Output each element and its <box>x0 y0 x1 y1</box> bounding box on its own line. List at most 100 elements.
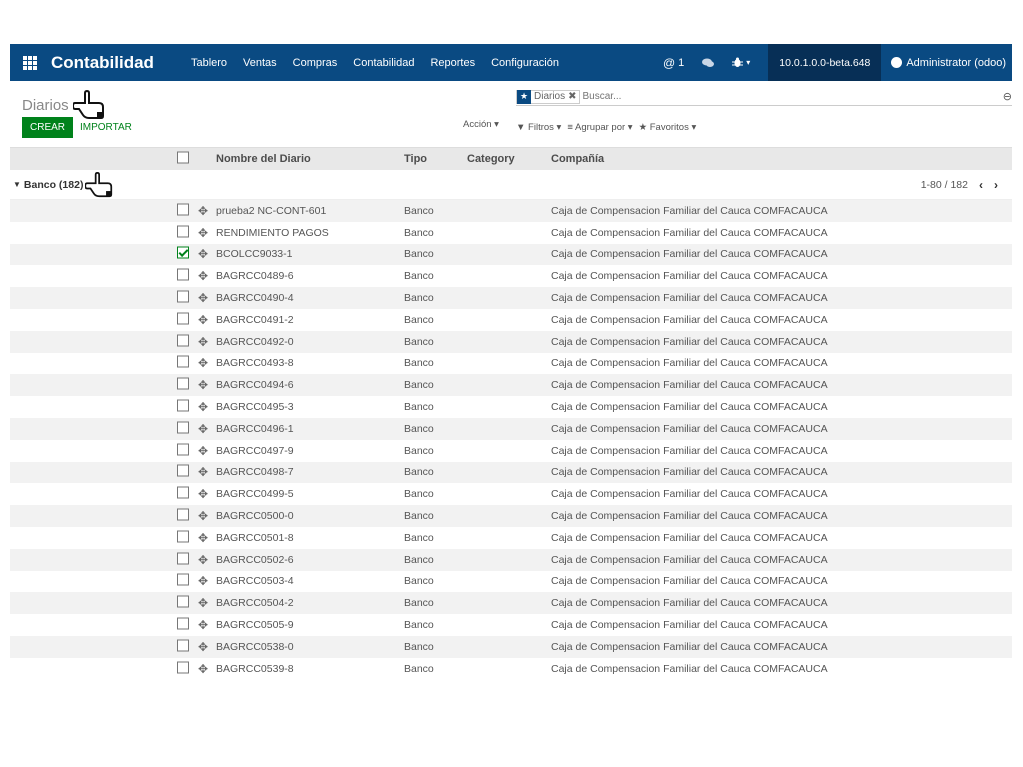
table-row[interactable]: ✥ BAGRCC0494-6 Banco Caja de Compensacion F… <box>10 374 1012 397</box>
column-header-type[interactable]: Tipo <box>404 153 428 165</box>
app-title[interactable]: Contabilidad <box>51 52 154 72</box>
row-checkbox[interactable] <box>177 508 189 524</box>
user-menu[interactable]: Administrator (odoo) <box>881 57 1012 69</box>
row-checkbox[interactable] <box>177 595 189 611</box>
menu-item-ventas[interactable]: Ventas <box>243 56 277 69</box>
favorites-dropdown[interactable]: ★ Favoritos ▾ <box>639 122 697 133</box>
row-checkbox[interactable] <box>177 334 189 349</box>
menu-item-configuracion[interactable]: Configuración <box>491 56 559 69</box>
row-checkbox[interactable] <box>177 421 189 436</box>
table-row[interactable]: ✥ BAGRCC0498-7 Banco Caja de Compensacion F… <box>10 461 1012 484</box>
menu-item-reportes[interactable]: Reportes <box>430 56 476 69</box>
row-checkbox[interactable] <box>177 661 189 676</box>
table-row[interactable]: ✥ BAGRCC0489-6 Banco Caja de Compensacion F… <box>10 265 1012 288</box>
create-button[interactable]: CREAR <box>22 117 74 138</box>
drag-handle-icon[interactable]: ✥ <box>198 530 209 545</box>
debug-button[interactable]: ▾ <box>732 57 750 68</box>
column-header-company[interactable]: Compañía <box>551 153 605 165</box>
drag-handle-icon[interactable]: ✥ <box>198 312 209 327</box>
drag-handle-icon[interactable]: ✥ <box>198 661 209 676</box>
drag-handle-icon[interactable]: ✥ <box>198 421 209 436</box>
close-icon[interactable]: ✖ <box>568 91 577 102</box>
drag-handle-icon[interactable]: ✥ <box>198 356 209 371</box>
journal-name: BAGRCC0493-8 <box>216 357 294 370</box>
drag-handle-icon[interactable]: ✥ <box>198 203 209 218</box>
drag-handle-icon[interactable]: ✥ <box>198 291 209 306</box>
row-checkbox[interactable] <box>177 377 189 393</box>
journal-type: Banco <box>404 379 434 392</box>
drag-handle-icon[interactable]: ✥ <box>198 618 209 633</box>
drag-handle-icon[interactable]: ✥ <box>198 574 209 589</box>
table-row[interactable]: ✥ BAGRCC0538-0 Banco Caja de Compensacion F… <box>10 635 1012 658</box>
row-checkbox[interactable] <box>177 530 189 545</box>
import-button[interactable]: IMPORTAR <box>80 117 132 138</box>
drag-handle-icon[interactable]: ✥ <box>198 552 209 567</box>
table-row[interactable]: ✥ BAGRCC0505-9 Banco Caja de Compensacion F… <box>10 614 1012 636</box>
filter-icon: ▼ <box>516 122 526 133</box>
table-row[interactable]: ✥ BAGRCC0539-8 Banco Caja de Compensacion F… <box>10 657 1012 680</box>
table-row[interactable]: ✥ BAGRCC0502-6 Banco Caja de Compensacion F… <box>10 548 1012 571</box>
menu-item-tablero[interactable]: Tablero <box>190 56 228 69</box>
table-row[interactable]: ✥ BAGRCC0490-4 Banco Caja de Compensacion F… <box>10 287 1012 309</box>
drag-handle-icon[interactable]: ✥ <box>198 247 209 262</box>
drag-handle-icon[interactable]: ✥ <box>198 400 209 415</box>
drag-handle-icon[interactable]: ✥ <box>198 334 209 349</box>
table-row[interactable]: ✥ BAGRCC0492-0 Banco Caja de Compensacion F… <box>10 330 1012 353</box>
drag-handle-icon[interactable]: ✥ <box>198 639 209 654</box>
column-header-name[interactable]: Nombre del Diario <box>216 153 311 165</box>
table-row[interactable]: ✥ RENDIMIENTO PAGOS Banco Caja de Compensac… <box>10 221 1012 244</box>
drag-handle-icon[interactable]: ✥ <box>198 269 209 284</box>
table-row[interactable]: ✥ BAGRCC0495-3 Banco Caja de Compensacion F… <box>10 396 1012 418</box>
row-checkbox[interactable] <box>177 290 189 306</box>
table-row[interactable]: ✥ BAGRCC0493-8 Banco Caja de Compensacion F… <box>10 352 1012 375</box>
table-row[interactable]: ✥ BAGRCC0496-1 Banco Caja de Compensacion F… <box>10 417 1012 440</box>
drag-handle-icon[interactable]: ✥ <box>198 443 209 458</box>
table-row[interactable]: ✥ BAGRCC0503-4 Banco Caja de Compensacion F… <box>10 570 1012 593</box>
group-row-banco[interactable]: ▼ Banco (182) 1-80 / 182 ‹ › <box>10 170 1012 200</box>
row-checkbox[interactable] <box>177 399 189 415</box>
row-checkbox[interactable] <box>177 355 189 371</box>
row-checkbox[interactable] <box>177 203 189 218</box>
group-by-dropdown[interactable]: ≡ Agrupar por ▾ <box>567 122 632 133</box>
search-icon[interactable]: ⊖ <box>1002 91 1012 103</box>
row-checkbox[interactable] <box>177 617 189 633</box>
filters-dropdown[interactable]: ▼ Filtros ▾ <box>516 122 561 133</box>
row-checkbox[interactable] <box>177 268 189 284</box>
row-checkbox[interactable] <box>177 573 189 589</box>
chat-button[interactable] <box>702 58 715 68</box>
select-all-checkbox[interactable] <box>177 151 189 167</box>
menu-item-contabilidad[interactable]: Contabilidad <box>353 56 415 69</box>
drag-handle-icon[interactable]: ✥ <box>198 465 209 480</box>
row-checkbox[interactable] <box>177 246 189 262</box>
search-input[interactable] <box>582 91 963 102</box>
row-checkbox[interactable] <box>177 486 189 502</box>
group-label[interactable]: ▼ Banco (182) <box>13 171 115 198</box>
chevron-left-icon[interactable]: ‹ <box>979 177 983 192</box>
table-row[interactable]: ✥ BAGRCC0499-5 Banco Caja de Compensacion F… <box>10 483 1012 506</box>
apps-grid-icon[interactable] <box>23 55 39 70</box>
row-checkbox[interactable] <box>177 552 189 567</box>
row-checkbox[interactable] <box>177 464 189 480</box>
drag-handle-icon[interactable]: ✥ <box>198 596 209 611</box>
action-dropdown[interactable]: Acción ▾ <box>463 119 499 130</box>
menu-item-compras[interactable]: Compras <box>292 56 338 69</box>
row-checkbox[interactable] <box>177 225 189 240</box>
table-row[interactable]: ✥ BAGRCC0497-9 Banco Caja de Compensacion F… <box>10 439 1012 462</box>
table-row[interactable]: ✥ prueba2 NC-CONT-601 Banco Caja de Compens… <box>10 200 1012 222</box>
drag-handle-icon[interactable]: ✥ <box>198 509 209 524</box>
chevron-right-icon[interactable]: › <box>994 177 998 192</box>
row-checkbox[interactable] <box>177 443 189 458</box>
table-row[interactable]: ✥ BAGRCC0491-2 Banco Caja de Compensacion F… <box>10 308 1012 331</box>
table-row[interactable]: ✥ BAGRCC0500-0 Banco Caja de Compensacion F… <box>10 505 1012 527</box>
row-checkbox[interactable] <box>177 312 189 327</box>
table-row[interactable]: ✥ BCOLCC9033-1 Banco Caja de Compensacion F… <box>10 243 1012 266</box>
column-header-category[interactable]: Category <box>467 153 515 165</box>
activity-button[interactable]: @ 1 <box>663 56 684 70</box>
drag-handle-icon[interactable]: ✥ <box>198 487 209 502</box>
pager-value[interactable]: 1-80 / 182 <box>920 178 968 191</box>
drag-handle-icon[interactable]: ✥ <box>198 378 209 393</box>
row-checkbox[interactable] <box>177 639 189 654</box>
table-row[interactable]: ✥ BAGRCC0501-8 Banco Caja de Compensacion F… <box>10 526 1012 549</box>
drag-handle-icon[interactable]: ✥ <box>198 225 209 240</box>
table-row[interactable]: ✥ BAGRCC0504-2 Banco Caja de Compensacion F… <box>10 592 1012 615</box>
